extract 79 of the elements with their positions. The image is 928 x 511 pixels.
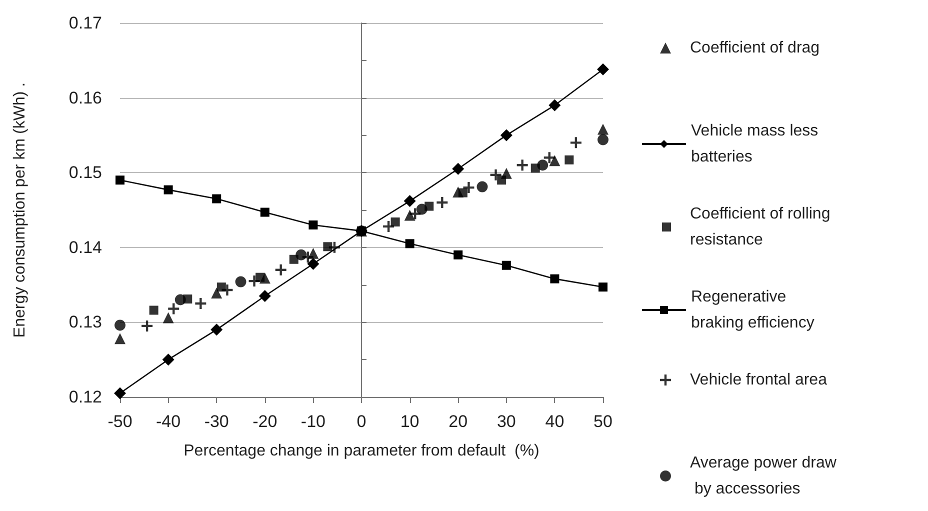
point: [404, 195, 416, 208]
point: [328, 242, 340, 253]
point: [174, 294, 186, 306]
point: [405, 239, 414, 248]
point: [564, 155, 574, 164]
y-tick-label: 0.12: [68, 388, 102, 406]
point: [463, 182, 474, 194]
point: [570, 137, 582, 148]
legend-label: Vehicle frontal area: [690, 372, 828, 388]
point: [212, 194, 222, 204]
x-tick-label: -20: [252, 412, 278, 431]
point: [210, 324, 223, 336]
legend-label: Coefficient of drag: [690, 40, 820, 56]
point: [195, 298, 206, 309]
point: [490, 169, 502, 180]
point: [162, 312, 174, 324]
point: [114, 387, 126, 400]
x-tick-label: 10: [400, 412, 420, 431]
point: [258, 290, 271, 302]
point: [550, 274, 560, 284]
point: [598, 282, 608, 292]
point: [597, 63, 609, 76]
point: [476, 181, 488, 192]
point: [598, 134, 608, 146]
point: [114, 320, 126, 331]
y-tick-label: 0.15: [68, 163, 102, 182]
x-tick-label: 50: [594, 412, 612, 431]
y-tick-label: 0.16: [68, 88, 102, 108]
point: [248, 276, 260, 287]
legend-label: Coefficient of rolling resistance: [690, 206, 835, 248]
point: [598, 124, 608, 135]
point: [162, 354, 174, 366]
point: [549, 155, 560, 166]
point: [116, 176, 124, 185]
point: [211, 288, 222, 299]
point: [454, 250, 463, 260]
point: [308, 220, 318, 230]
y-tick-label: 0.17: [68, 14, 102, 32]
point: [260, 208, 270, 217]
x-tick-label: 30: [496, 412, 516, 431]
y-tick-label: 0.13: [68, 312, 102, 332]
x-axis-title: Percentage change in parameter from default (%): [184, 442, 540, 460]
x-tick-label: -40: [156, 412, 181, 431]
point: [235, 276, 246, 288]
point: [275, 264, 286, 276]
legend-label: Average power draw by accessories: [690, 454, 837, 498]
point: [452, 162, 464, 175]
x-tick-label: -10: [300, 412, 326, 431]
point: [390, 217, 400, 226]
point: [544, 152, 555, 164]
x-tick-label: -50: [108, 412, 132, 431]
x-tick-label: 0: [356, 412, 366, 431]
point: [500, 129, 512, 142]
point: [222, 284, 233, 296]
point: [537, 160, 548, 171]
point: [307, 258, 320, 270]
point: [410, 208, 421, 220]
x-tick-label: 20: [448, 412, 468, 431]
point: [516, 160, 528, 171]
legend-label: Regenerative braking efficiency: [691, 288, 814, 332]
point: [114, 333, 126, 344]
x-tick-label: -30: [204, 412, 229, 431]
point: [548, 99, 561, 112]
y-tick-label: 0.14: [68, 238, 102, 257]
point: [164, 185, 173, 194]
point: [149, 306, 158, 315]
point: [458, 188, 468, 198]
point: [383, 220, 394, 232]
point: [436, 197, 448, 208]
point: [296, 249, 307, 260]
point: [142, 320, 153, 332]
x-tick-label: 40: [545, 412, 564, 431]
legend-label: Vehicle mass less batteries: [691, 122, 823, 166]
point: [416, 204, 428, 215]
point: [497, 176, 506, 185]
point: [168, 303, 180, 314]
point: [323, 242, 332, 252]
point: [502, 260, 511, 270]
y-axis-title: Energy consumption per km (kWh) .: [12, 82, 28, 338]
